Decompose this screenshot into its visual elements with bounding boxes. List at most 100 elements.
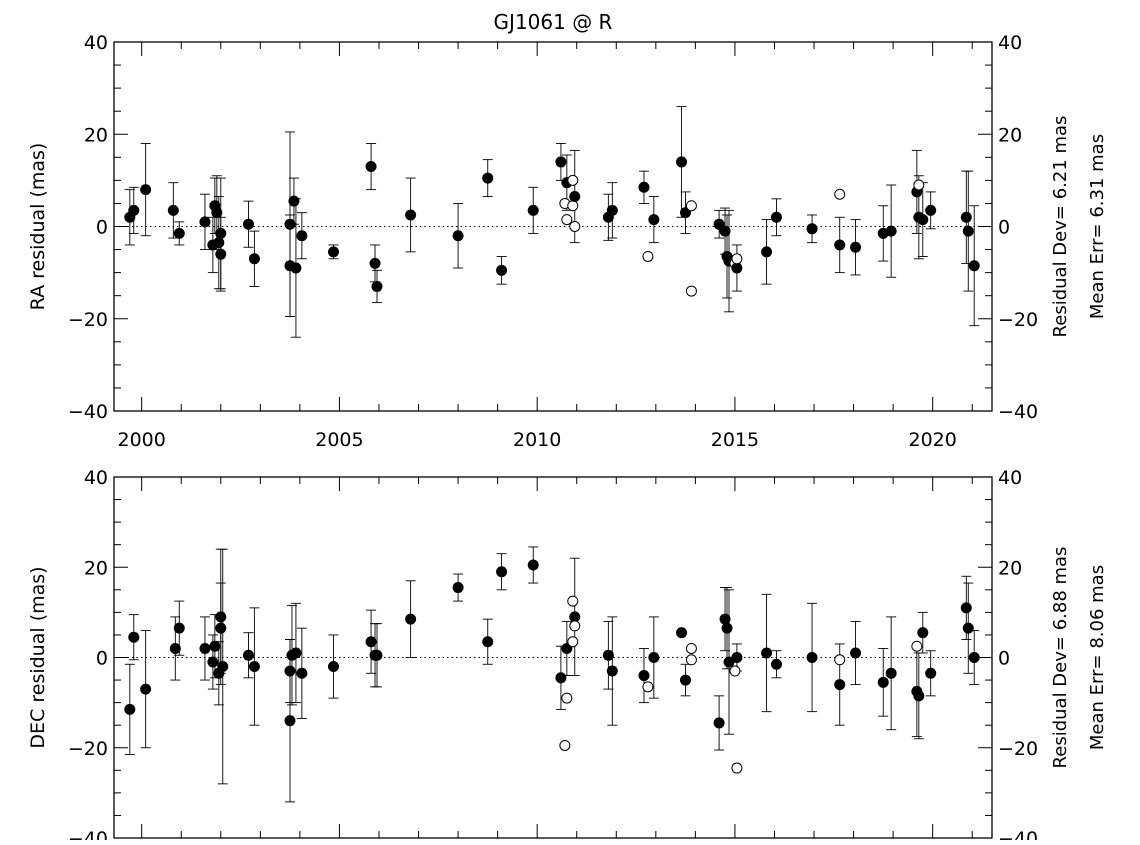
right-y-tick-label: 0 — [998, 217, 1010, 239]
data-point — [806, 652, 818, 663]
data-point — [719, 613, 731, 625]
data-point — [365, 636, 377, 648]
dec-residual-panel: 40 20 0 −20 −40 40 20 0 −20 −40 DEC residual (mas)… — [27, 467, 1108, 845]
data-point — [676, 156, 688, 168]
data-point — [371, 280, 383, 292]
data-point — [877, 676, 889, 688]
x-tick-label: 2005 — [315, 429, 363, 451]
data-point-open — [567, 595, 579, 607]
data-point — [917, 627, 929, 639]
data-point — [452, 230, 464, 242]
data-point — [369, 257, 381, 269]
data-point — [885, 667, 897, 679]
data-point — [242, 218, 254, 230]
data-point — [284, 665, 296, 677]
data-point — [290, 262, 302, 274]
data-point — [167, 204, 179, 216]
data-point-open — [567, 636, 579, 648]
mean-err-label: Mean Err= 6.31 mas — [1087, 134, 1108, 319]
data-point — [215, 622, 227, 634]
data-point-open — [569, 221, 581, 232]
data-point — [638, 181, 650, 193]
data-point — [169, 642, 181, 654]
data-point — [527, 559, 539, 571]
data-point — [128, 204, 140, 216]
data-point — [242, 649, 254, 661]
right-y-tick-label: −40 — [998, 401, 1038, 423]
right-y-tick-label: 0 — [998, 648, 1010, 670]
data-point — [288, 195, 300, 207]
data-point — [173, 622, 185, 634]
data-point — [713, 717, 725, 729]
y-tick-label: 40 — [84, 467, 108, 489]
data-point — [602, 649, 614, 661]
data-point — [606, 665, 618, 677]
data-point — [885, 225, 897, 237]
data-point — [482, 636, 494, 648]
data-point — [215, 227, 227, 239]
data-point-open — [911, 640, 923, 652]
data-point — [569, 191, 581, 203]
data-point — [850, 241, 862, 253]
y-tick-label: 20 — [84, 557, 108, 579]
data-point — [296, 230, 308, 242]
data-point — [648, 214, 660, 226]
x-tick-label: 2015 — [711, 429, 759, 451]
data-point — [173, 227, 185, 239]
data-point — [296, 667, 308, 679]
right-y-tick-label: −20 — [998, 738, 1038, 760]
y-tick-label: 20 — [84, 124, 108, 146]
data-point — [555, 156, 567, 168]
data-point — [638, 670, 650, 682]
mean-err-label: Mean Err= 8.06 mas — [1087, 565, 1108, 750]
data-point — [248, 661, 260, 673]
x-tick-label: 2020 — [908, 429, 956, 451]
data-point — [555, 672, 567, 684]
data-point-open — [834, 188, 846, 200]
data-point — [834, 679, 846, 691]
data-point — [215, 611, 227, 623]
data-point — [496, 566, 508, 578]
data-point — [925, 667, 937, 679]
data-point — [405, 209, 417, 221]
data-point — [962, 225, 974, 237]
right-y-tick-label: 40 — [998, 467, 1022, 489]
data-point-open — [567, 174, 579, 186]
data-point-open — [834, 654, 846, 666]
data-point — [140, 184, 152, 196]
data-point — [925, 204, 937, 216]
data-point — [731, 262, 743, 274]
data-point — [124, 703, 136, 715]
data-point — [209, 640, 221, 652]
data-point-open — [642, 250, 654, 262]
residual-dev-label: Residual Dev= 6.21 mas — [1050, 116, 1071, 338]
data-point-open — [729, 665, 741, 677]
data-point-open — [569, 620, 581, 632]
data-point — [721, 622, 733, 634]
right-y-tick-label: 40 — [998, 32, 1022, 54]
data-point — [679, 674, 691, 686]
data-point — [962, 622, 974, 634]
data-point — [248, 253, 260, 265]
y-tick-label: −40 — [68, 828, 108, 840]
data-point-open — [731, 762, 743, 774]
data-point — [140, 683, 152, 695]
residual-dev-label: Residual Dev= 6.88 mas — [1050, 547, 1071, 769]
data-point-open — [685, 285, 697, 297]
y-axis-label: DEC residual (mas) — [27, 566, 49, 748]
data-point — [405, 613, 417, 625]
data-point — [968, 260, 980, 272]
data-point — [770, 211, 782, 223]
data-point — [960, 211, 972, 223]
y-tick-label: 0 — [96, 217, 108, 239]
data-point-open — [642, 681, 654, 693]
data-point — [913, 690, 925, 702]
data-point — [284, 218, 296, 230]
data-point — [452, 582, 464, 594]
data-point — [806, 223, 818, 235]
data-point — [199, 216, 211, 228]
y-tick-label: −40 — [68, 401, 108, 423]
y-tick-label: 40 — [84, 32, 108, 54]
